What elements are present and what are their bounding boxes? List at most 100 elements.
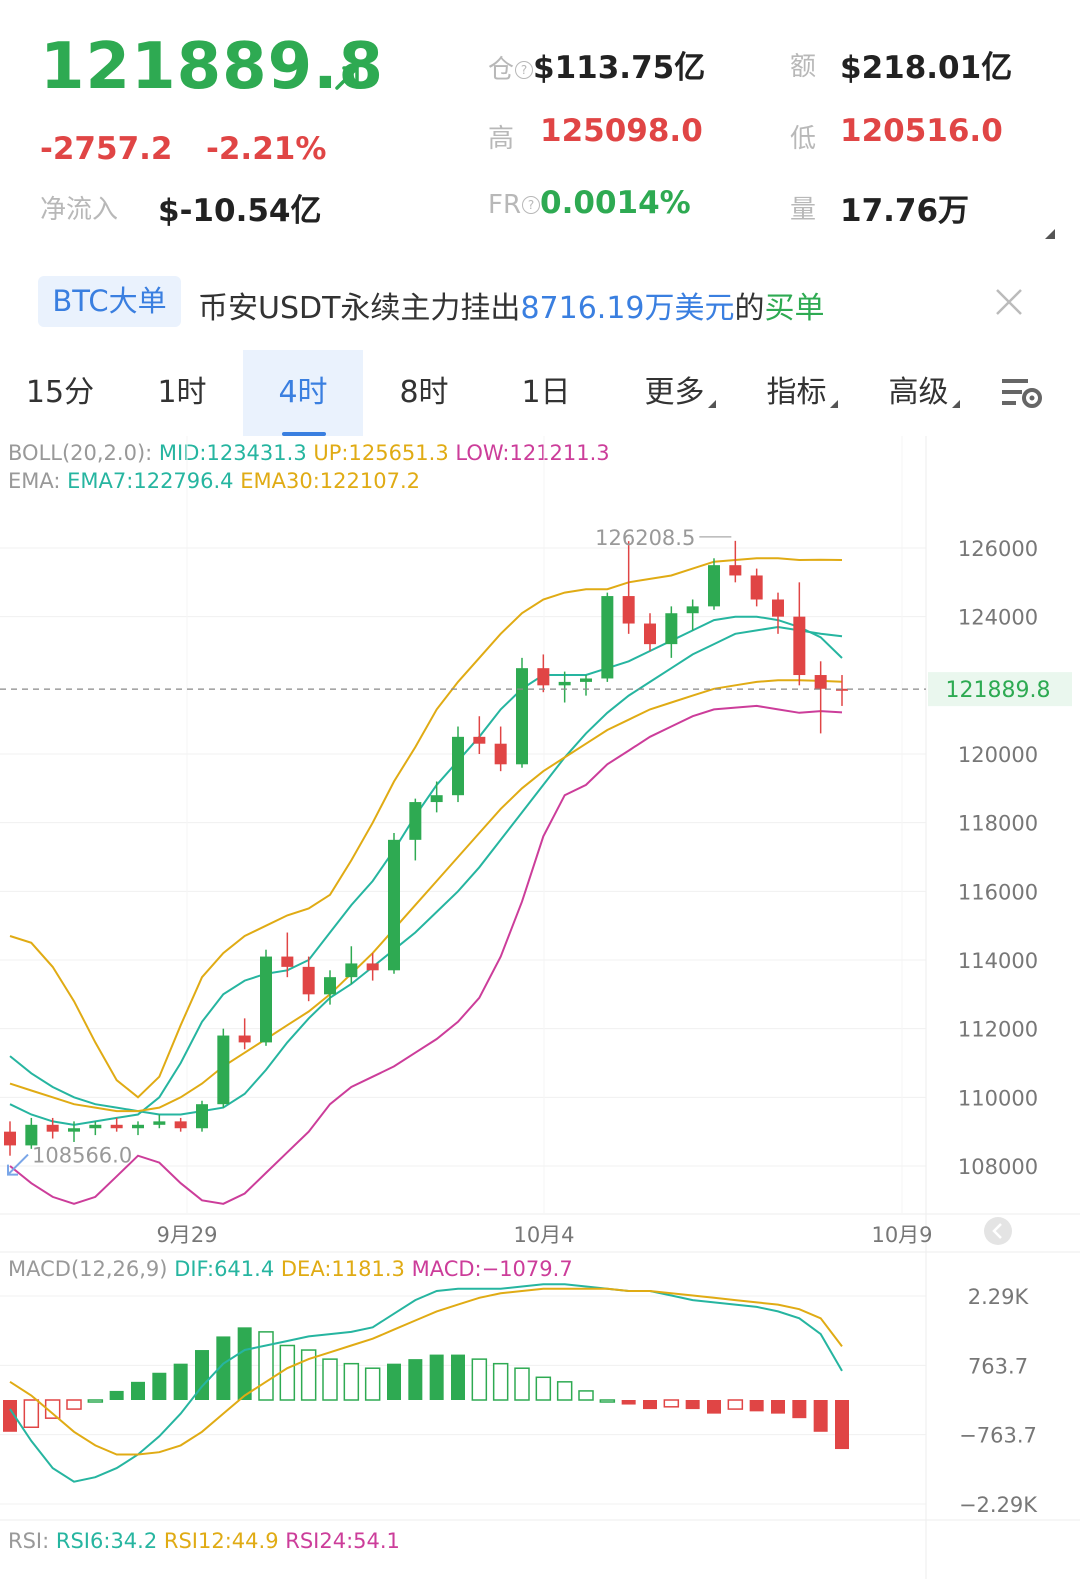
candle-body[interactable] bbox=[430, 795, 443, 803]
macd-bar bbox=[131, 1381, 145, 1400]
candle-body[interactable] bbox=[665, 613, 678, 645]
macd-line-dea bbox=[9, 1287, 843, 1456]
turnover-label: 额 bbox=[790, 52, 817, 82]
candle-body[interactable] bbox=[345, 963, 358, 978]
candle-body[interactable] bbox=[153, 1121, 166, 1125]
macd-bar bbox=[343, 1362, 360, 1401]
chart-settings-icon[interactable] bbox=[1000, 376, 1046, 412]
candle-body[interactable] bbox=[772, 599, 784, 617]
candle-body[interactable] bbox=[89, 1124, 102, 1129]
macd-bar bbox=[727, 1399, 744, 1410]
candle-body[interactable] bbox=[836, 688, 848, 691]
news-prefix: 币安USDT永续主力挂出 bbox=[198, 291, 521, 326]
tab-1d[interactable]: 1日 bbox=[521, 375, 571, 410]
chevron-left-icon bbox=[992, 1223, 1002, 1239]
candle-body[interactable] bbox=[601, 596, 614, 679]
tab-15m[interactable]: 15分 bbox=[25, 375, 95, 410]
open-interest-value: $113.75亿 bbox=[533, 50, 706, 86]
macd-bar bbox=[216, 1336, 231, 1400]
tab-indicators[interactable]: 指标 bbox=[752, 350, 852, 436]
caret-icon bbox=[951, 400, 960, 408]
price-change-pct: -2.21% bbox=[206, 131, 327, 167]
news-tag[interactable]: BTC大单 bbox=[38, 276, 181, 327]
candle-body[interactable] bbox=[4, 1131, 16, 1146]
candle-body[interactable] bbox=[25, 1124, 38, 1146]
candle-body[interactable] bbox=[686, 606, 699, 614]
x-tick-label: 10月4 bbox=[513, 1223, 574, 1247]
candle-body[interactable] bbox=[473, 736, 486, 744]
boll-name: BOLL(20,2.0): bbox=[8, 441, 153, 465]
news-side: 买单 bbox=[764, 291, 825, 326]
candle-body[interactable] bbox=[580, 678, 592, 682]
tab-1h[interactable]: 1时 bbox=[157, 375, 207, 410]
candle-body[interactable] bbox=[814, 675, 827, 689]
candle-body[interactable] bbox=[558, 681, 571, 686]
candle-body[interactable] bbox=[174, 1121, 187, 1129]
rsi-legend: RSI: RSI6:34.2 RSI12:44.9 RSI24:54.1 bbox=[8, 1529, 400, 1553]
candle-body[interactable] bbox=[793, 616, 806, 676]
close-icon[interactable] bbox=[994, 287, 1024, 317]
netflow-label: 净流入 bbox=[40, 195, 119, 225]
macd-bar bbox=[749, 1400, 764, 1412]
macd-name: MACD(12,26,9) bbox=[8, 1257, 168, 1281]
macd-bar bbox=[514, 1367, 530, 1401]
candle-body[interactable] bbox=[46, 1124, 59, 1132]
caret-icon bbox=[829, 400, 838, 408]
macd-bar bbox=[322, 1358, 338, 1401]
tab-more[interactable]: 更多 bbox=[630, 350, 730, 436]
candle-body[interactable] bbox=[516, 668, 528, 765]
candle-body[interactable] bbox=[324, 977, 336, 995]
tab-4h[interactable]: 4时 bbox=[243, 350, 363, 436]
boll-up: UP:125651.3 bbox=[313, 441, 449, 465]
candle-body[interactable] bbox=[644, 623, 656, 645]
candle-body[interactable] bbox=[729, 565, 742, 576]
candle-body[interactable] bbox=[409, 802, 422, 840]
candle-body[interactable] bbox=[388, 839, 400, 971]
volume-label: 量 bbox=[790, 195, 817, 225]
last-price: 121889.8 bbox=[40, 30, 385, 104]
tab-advanced[interactable]: 高级 bbox=[874, 350, 974, 436]
ema-legend: EMA: EMA7:122796.4 EMA30:122107.2 bbox=[8, 469, 420, 493]
candle-body[interactable] bbox=[132, 1124, 144, 1129]
macd-bar bbox=[643, 1400, 657, 1410]
macd-value: MACD:−1079.7 bbox=[411, 1257, 573, 1281]
candle-body[interactable] bbox=[217, 1035, 230, 1105]
question-icon[interactable]: ? bbox=[515, 61, 534, 79]
macd-bar bbox=[66, 1399, 82, 1410]
low-label: 低 bbox=[790, 124, 817, 154]
candle-body[interactable] bbox=[196, 1104, 208, 1129]
macd-bar bbox=[109, 1390, 124, 1400]
candle-body[interactable] bbox=[537, 668, 550, 686]
candlestick-chart[interactable]: 126000 124000 120000 118000 116000 114000 1120… bbox=[0, 436, 1080, 1579]
candle-body[interactable] bbox=[281, 956, 294, 967]
turnover-value: $218.01亿 bbox=[840, 50, 1013, 86]
candle-body[interactable] bbox=[708, 565, 720, 607]
candle-body[interactable] bbox=[494, 743, 507, 765]
candle-body[interactable] bbox=[622, 596, 635, 624]
series-line-boll-mid bbox=[9, 625, 843, 1116]
y-tick-label: 2.29K bbox=[968, 1285, 1030, 1309]
candle-body[interactable] bbox=[366, 963, 379, 971]
macd-bar bbox=[152, 1372, 167, 1400]
candle-body[interactable] bbox=[452, 736, 464, 796]
candle-body[interactable] bbox=[238, 1035, 251, 1043]
expand-corner-icon[interactable] bbox=[1044, 228, 1056, 240]
news-text[interactable]: 币安USDT永续主力挂出8716.19万美元的买单 bbox=[198, 283, 825, 327]
tab-8h[interactable]: 8时 bbox=[399, 375, 449, 410]
candle-body[interactable] bbox=[260, 956, 272, 1043]
macd-bar bbox=[771, 1400, 785, 1414]
rsi6: RSI6:34.2 bbox=[55, 1529, 158, 1553]
macd-dif: DIF:641.4 bbox=[174, 1257, 275, 1281]
y-tick-label: 110000 bbox=[958, 1086, 1038, 1110]
funding-rate-value: 0.0014% bbox=[540, 185, 691, 221]
tab-advanced-label: 高级 bbox=[888, 375, 949, 410]
y-tick-label: 114000 bbox=[958, 949, 1038, 973]
candle-body[interactable] bbox=[110, 1124, 123, 1129]
macd-dea: DEA:1181.3 bbox=[280, 1257, 405, 1281]
reset-view-icon[interactable] bbox=[984, 1217, 1012, 1245]
question-icon[interactable]: ? bbox=[522, 196, 541, 214]
candle-body[interactable] bbox=[68, 1128, 80, 1132]
x-tick-label: 9月29 bbox=[156, 1223, 217, 1247]
candle-body[interactable] bbox=[302, 966, 315, 995]
candle-body[interactable] bbox=[750, 575, 763, 600]
